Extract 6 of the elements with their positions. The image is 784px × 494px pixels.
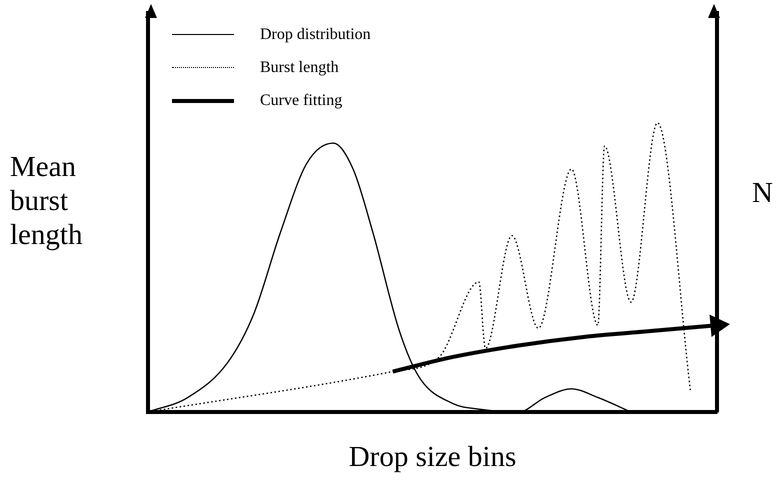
legend-label: Curve fitting [260, 92, 342, 110]
x-axis-title: Drop size bins [348, 440, 518, 474]
legend-label: Burst length [260, 58, 339, 76]
y-axis-title: Mean burst length [10, 150, 84, 252]
y2-axis-title: N [752, 176, 773, 210]
legend-label: Drop distribution [260, 26, 371, 44]
